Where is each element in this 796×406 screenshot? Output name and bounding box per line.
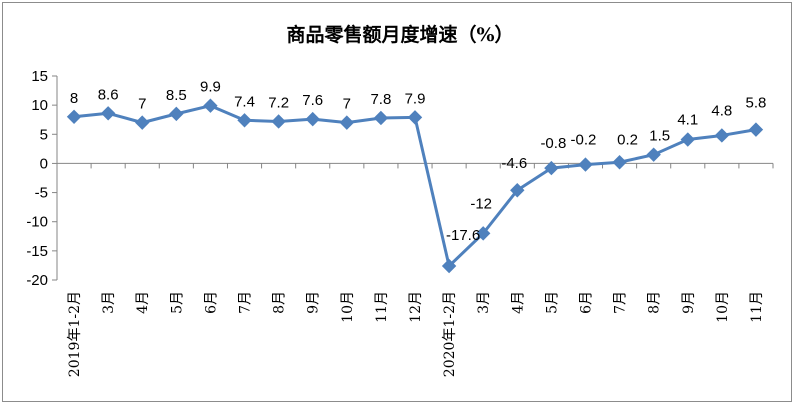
data-label: 7.8 <box>370 91 391 108</box>
data-point-marker <box>646 147 661 162</box>
data-point-marker <box>305 111 320 127</box>
data-label: -4.6 <box>501 155 527 172</box>
x-tick-label: 10月 <box>715 291 731 323</box>
x-tick-label: 11月 <box>749 291 765 323</box>
x-tick-label: 5月 <box>169 291 185 314</box>
data-point-marker <box>407 110 423 125</box>
data-label: 7.2 <box>268 94 289 111</box>
data-label: -0.2 <box>571 132 597 149</box>
chart-frame: 商品零售额月度增速（%） 15 10 5 0 -5 -10 -15 -20 2019年1-2月 3… <box>2 2 792 402</box>
data-label: 9.9 <box>200 79 221 96</box>
data-point-marker <box>578 157 593 172</box>
data-point-marker <box>475 226 491 241</box>
x-tick-label: 8月 <box>647 291 663 314</box>
y-tick-label: -10 <box>26 214 48 231</box>
x-tick-label: 7月 <box>238 291 254 314</box>
y-tick-label: 10 <box>31 97 48 114</box>
data-point-marker <box>169 106 184 122</box>
data-label: 7 <box>343 96 351 113</box>
y-tick-label: 15 <box>31 68 48 85</box>
x-tick-label: 4月 <box>510 291 526 314</box>
chart-title: 商品零售额月度增速（%） <box>286 23 513 46</box>
x-tick-label: 4月 <box>135 291 151 314</box>
y-tick-label: 0 <box>40 155 48 172</box>
x-tick-label: 8月 <box>272 291 288 314</box>
data-label: 7.4 <box>234 93 255 110</box>
data-point-marker <box>714 128 730 143</box>
data-point-marker <box>373 110 389 126</box>
data-point-marker <box>100 106 116 121</box>
x-tick-label: 7月 <box>613 291 629 314</box>
data-point-marker <box>544 160 559 176</box>
data-label: -17.6 <box>446 227 480 244</box>
data-point-marker <box>203 98 218 113</box>
data-label: 8 <box>70 90 78 107</box>
data-label: 0.2 <box>617 131 638 148</box>
y-tick-label: -5 <box>35 185 48 202</box>
data-point-marker <box>748 122 764 137</box>
data-label: 8.6 <box>98 86 119 103</box>
x-tick-label: 9月 <box>306 291 322 314</box>
x-tick-label: 6月 <box>578 291 594 314</box>
data-point-marker <box>66 109 82 125</box>
data-labels: 8 8.678.5 9.97.4 7.2 7.6 7 7.8 7.9-17.6-12-4.6-… <box>70 79 767 244</box>
x-tick-label: 2020年1-2月 <box>442 291 458 377</box>
data-label: -0.8 <box>540 135 566 152</box>
data-label: 7 <box>138 96 146 113</box>
data-point-marker <box>271 114 286 129</box>
axes: 15 10 5 0 -5 -10 -15 -20 2019年1-2月 3月 4月 5月 6月 7月 8月 9月… <box>26 68 774 377</box>
data-label: 4.1 <box>677 112 698 129</box>
x-tick-label: 5月 <box>544 291 560 314</box>
series-markers <box>66 98 764 274</box>
x-tick-label: 6月 <box>203 291 219 314</box>
x-tick-label: 11月 <box>374 291 390 323</box>
data-label: 5.8 <box>746 95 767 112</box>
data-point-marker <box>612 155 627 170</box>
data-point-marker <box>680 132 695 147</box>
data-point-marker <box>510 183 525 198</box>
data-label: 8.5 <box>166 87 187 104</box>
line-chart: 商品零售额月度增速（%） 15 10 5 0 -5 -10 -15 -20 2019年1-2月 3… <box>26 23 774 377</box>
data-point-marker <box>441 258 457 274</box>
data-point-marker <box>135 115 150 130</box>
data-label: 7.9 <box>405 90 426 107</box>
x-tick-label: 3月 <box>101 291 117 314</box>
x-tick-label: 10月 <box>340 291 356 323</box>
y-tick-label: 5 <box>40 126 48 143</box>
data-label: -12 <box>470 195 492 212</box>
x-tick-label: 9月 <box>681 291 697 314</box>
data-point-marker <box>237 113 252 128</box>
data-point-marker <box>339 115 355 130</box>
data-label: 1.5 <box>649 128 670 145</box>
y-tick-label: -20 <box>26 272 48 289</box>
x-tick-label: 3月 <box>476 291 492 314</box>
x-tick-label: 12月 <box>408 291 424 323</box>
data-label: 4.8 <box>711 102 732 119</box>
x-tick-label: 2019年1-2月 <box>67 291 83 377</box>
y-tick-label: -15 <box>26 243 48 260</box>
data-label: 7.6 <box>302 92 323 109</box>
